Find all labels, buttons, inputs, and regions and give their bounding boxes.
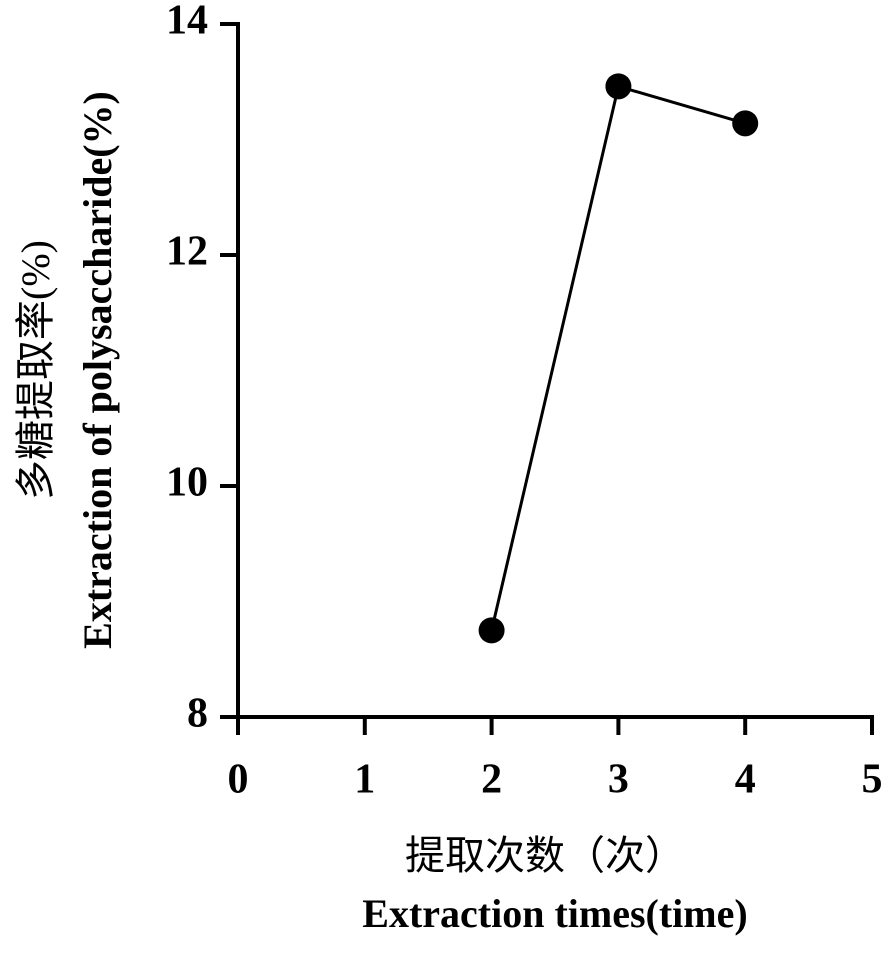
data-line [490, 84, 746, 631]
x-tick-label: 4 [735, 757, 756, 803]
y-axis-title: 多糖提取率(%) Extraction of polysaccharide(%) [13, 91, 120, 649]
y-tick-label: 8 [187, 691, 208, 737]
y-axis-title-en: Extraction of polysaccharide(%) [75, 91, 120, 649]
y-axis-title-cn: 多糖提取率(%) [13, 240, 58, 500]
y-tick-label: 14 [166, 0, 208, 44]
data-point [605, 73, 632, 100]
x-axis-title-en: Extraction times(time) [362, 891, 747, 936]
y-tick-label: 10 [166, 460, 208, 506]
data-point [478, 617, 505, 644]
x-axis-title-cn: 提取次数（次） [405, 833, 685, 878]
x-tick-label: 1 [354, 757, 375, 803]
y-tick-label: 12 [166, 229, 208, 275]
x-tick-label: 0 [228, 757, 249, 803]
x-tick-label: 5 [862, 757, 883, 803]
x-tick-label: 3 [608, 757, 629, 803]
x-tick-label: 2 [481, 757, 502, 803]
data-point [732, 110, 759, 137]
